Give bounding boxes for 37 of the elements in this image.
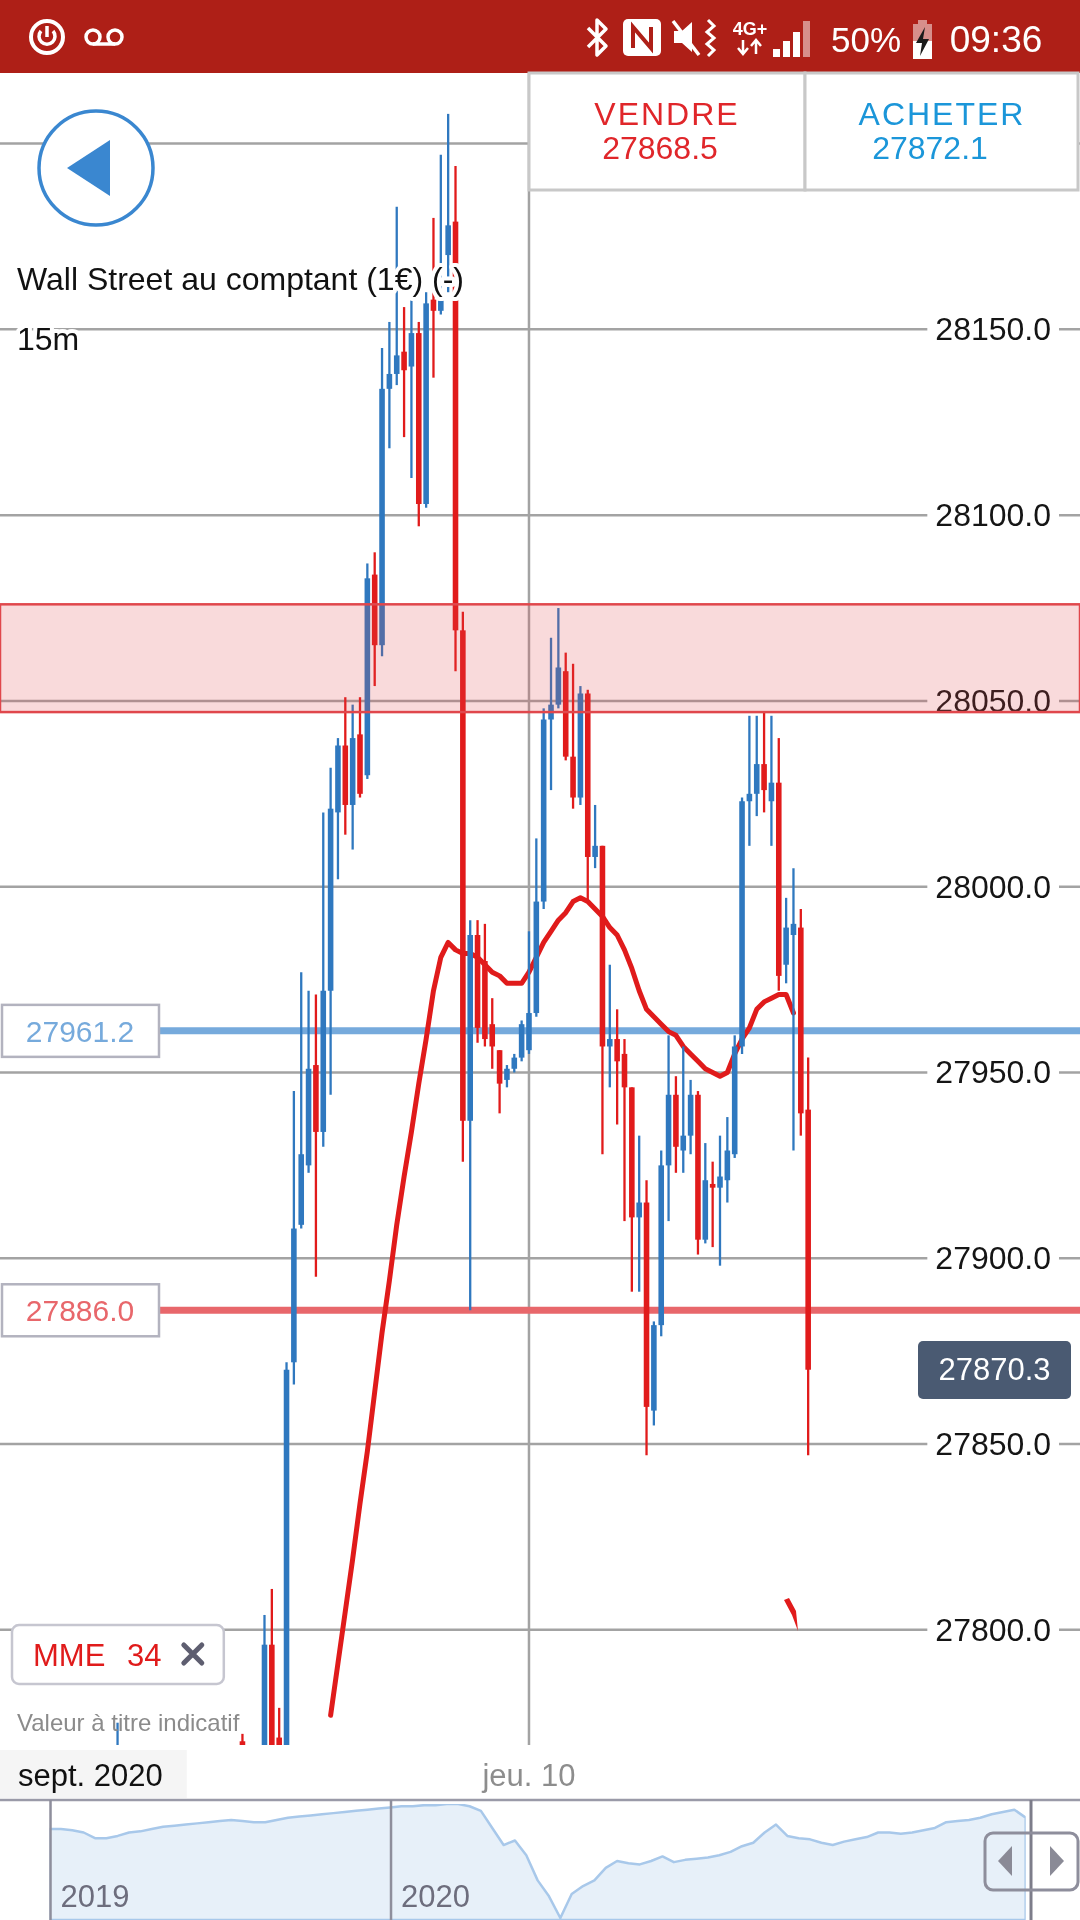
x-tick-label: 2020 — [401, 1879, 470, 1914]
candlestick — [239, 1732, 246, 1745]
candlestick — [717, 1134, 723, 1267]
annotation: 27868.5 — [602, 130, 718, 166]
ref-line-label: 27961.2 — [25, 1014, 135, 1048]
annotation: VENDRE — [594, 96, 740, 132]
candlestick — [386, 320, 393, 450]
x-tick-label: jeu. 10 — [481, 1758, 576, 1793]
y-tick-label: 27850.0 — [935, 1426, 1051, 1463]
y-tick-label: 28000.0 — [935, 868, 1051, 905]
annotation: 27870.3 — [938, 1352, 1051, 1387]
candlestick — [680, 1045, 687, 1174]
candlestick — [504, 1063, 510, 1089]
text: 15m — [17, 321, 80, 357]
y-tick-label: 28100.0 — [935, 497, 1051, 534]
y-tick-label: 28150.0 — [935, 311, 1051, 348]
candlestick — [401, 305, 407, 439]
candlestick — [607, 963, 613, 1089]
text: 50% — [830, 20, 902, 59]
candlestick — [592, 803, 598, 870]
text: MME 34 — [33, 1638, 162, 1673]
candlestick — [636, 1134, 642, 1293]
text: 4G+ — [732, 19, 768, 39]
y-tick-label: 27950.0 — [935, 1054, 1051, 1091]
text: 09:36 — [949, 19, 1043, 60]
candlestick — [511, 1052, 518, 1074]
annotation: ACHETER — [858, 96, 1026, 132]
annotation: 27872.1 — [872, 130, 988, 166]
annotation: Valeur à titre indicatif — [17, 1709, 240, 1736]
ref-line-label: 27886.0 — [25, 1294, 135, 1328]
candlestick — [614, 1008, 620, 1126]
candlestick — [709, 1160, 716, 1249]
text: sept. 2020 — [18, 1758, 163, 1793]
x-tick-label: 2019 — [60, 1879, 130, 1914]
y-tick-label: 27900.0 — [935, 1240, 1051, 1277]
candlestick — [548, 636, 554, 792]
y-tick-label: 27800.0 — [935, 1611, 1051, 1648]
